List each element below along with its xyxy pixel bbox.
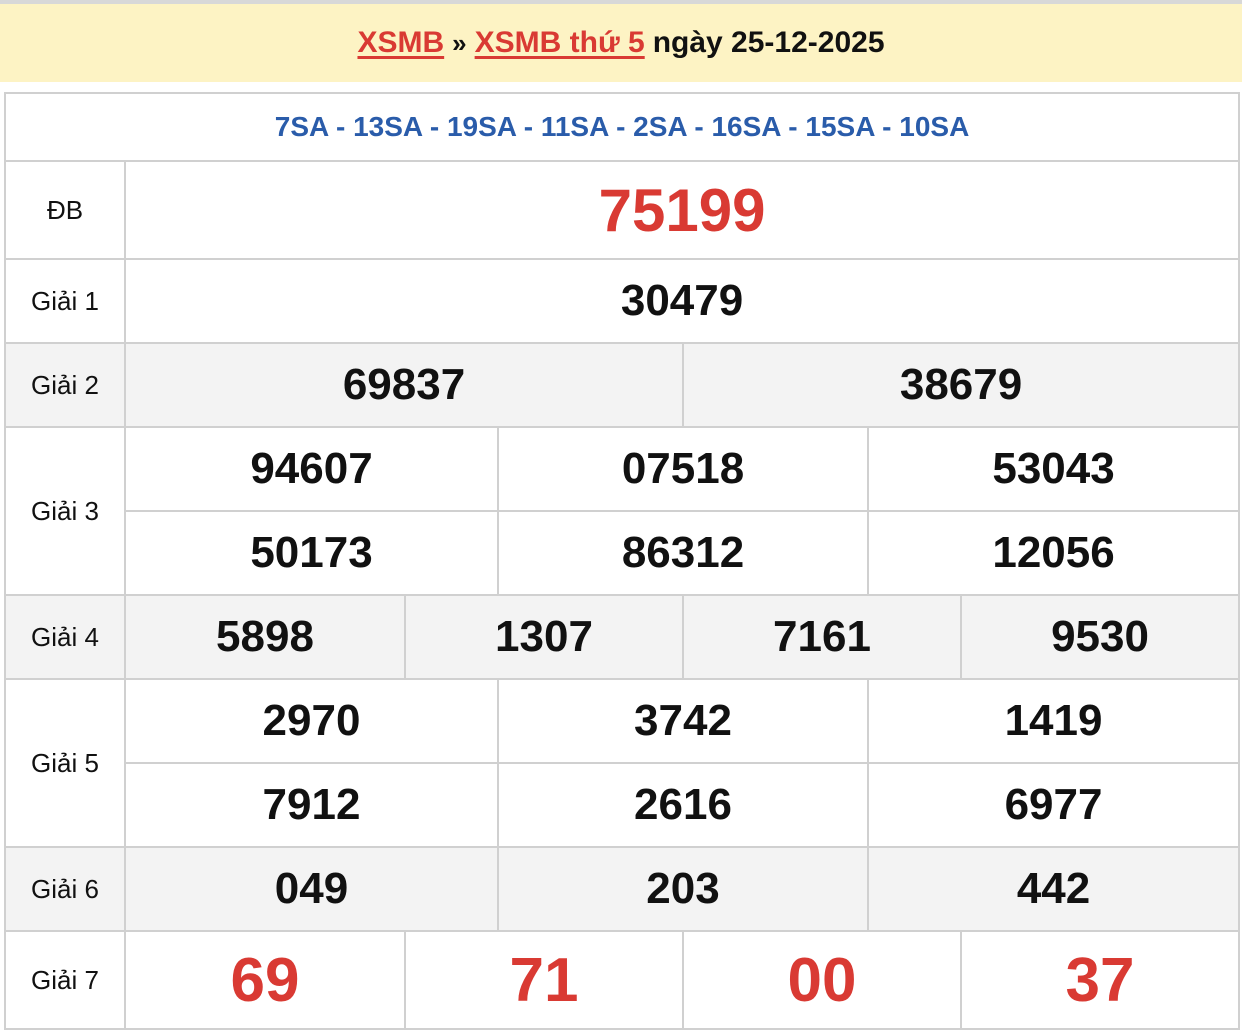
- prize-label-g3: Giải 3: [4, 426, 126, 596]
- prize-number: 2616: [497, 762, 869, 848]
- prize-number: 442: [866, 846, 1241, 932]
- prize-number: 86312: [497, 510, 869, 596]
- prize-number: 9530: [959, 594, 1241, 680]
- prize-label-g6: Giải 6: [4, 846, 126, 932]
- draw-date: ngày 25-12-2025: [652, 26, 885, 59]
- breadcrumb-separator: »: [452, 27, 467, 58]
- draw-codes: 7SA - 13SA - 19SA - 11SA - 2SA - 16SA - …: [3, 92, 1241, 162]
- prize-number: 049: [124, 846, 499, 932]
- prize-number: 7912: [124, 762, 499, 848]
- prize-number: 69: [124, 930, 406, 1030]
- prize-label-g5: Giải 5: [4, 678, 126, 848]
- results-table: 7SA - 13SA - 19SA - 11SA - 2SA - 16SA - …: [3, 92, 1241, 1030]
- prize-number: 38679: [681, 342, 1241, 428]
- prize-number: 30479: [123, 258, 1241, 344]
- prize-number: 94607: [124, 426, 499, 512]
- prize-number: 3742: [497, 678, 869, 764]
- prize-label-db: ĐB: [4, 160, 126, 260]
- prize-number: 50173: [124, 510, 499, 596]
- xsmb-thu5-link[interactable]: XSMB thứ 5: [474, 26, 645, 59]
- prize-number: 1419: [866, 678, 1241, 764]
- prize-number: 69837: [124, 342, 684, 428]
- prize-label-g2: Giải 2: [4, 342, 126, 428]
- prize-number: 2970: [124, 678, 499, 764]
- prize-label-g7: Giải 7: [4, 930, 126, 1030]
- prize-number: 37: [959, 930, 1241, 1030]
- special-prize-number: 75199: [123, 160, 1241, 260]
- prize-number: 12056: [866, 510, 1241, 596]
- prize-number: 00: [682, 930, 962, 1030]
- xsmb-link[interactable]: XSMB: [357, 26, 445, 59]
- prize-number: 53043: [866, 426, 1241, 512]
- prize-number: 6977: [866, 762, 1241, 848]
- top-bar: [0, 0, 1242, 4]
- prize-number: 5898: [124, 594, 406, 680]
- prize-number: 1307: [404, 594, 684, 680]
- header-banner: XSMB » XSMB thứ 5 ngày 25-12-2025: [0, 4, 1242, 82]
- prize-number: 203: [497, 846, 869, 932]
- prize-number: 07518: [497, 426, 869, 512]
- prize-number: 71: [404, 930, 684, 1030]
- prize-label-g4: Giải 4: [4, 594, 126, 680]
- prize-number: 7161: [682, 594, 962, 680]
- prize-label-g1: Giải 1: [4, 258, 126, 344]
